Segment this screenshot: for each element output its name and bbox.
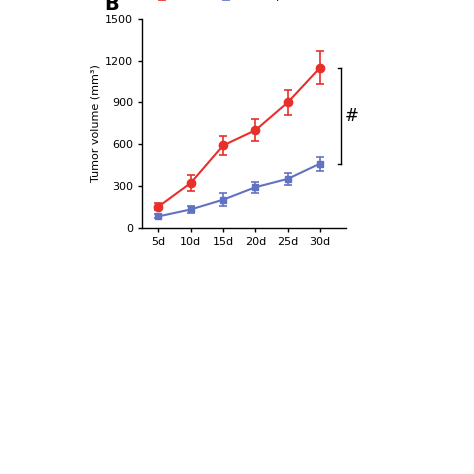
- Legend: si-NC, si-Kcnq1ot1: si-NC, si-Kcnq1ot1: [147, 0, 307, 5]
- Text: #: #: [345, 107, 359, 125]
- Text: B: B: [104, 0, 119, 14]
- Y-axis label: Tumor volume (mm³): Tumor volume (mm³): [91, 64, 101, 182]
